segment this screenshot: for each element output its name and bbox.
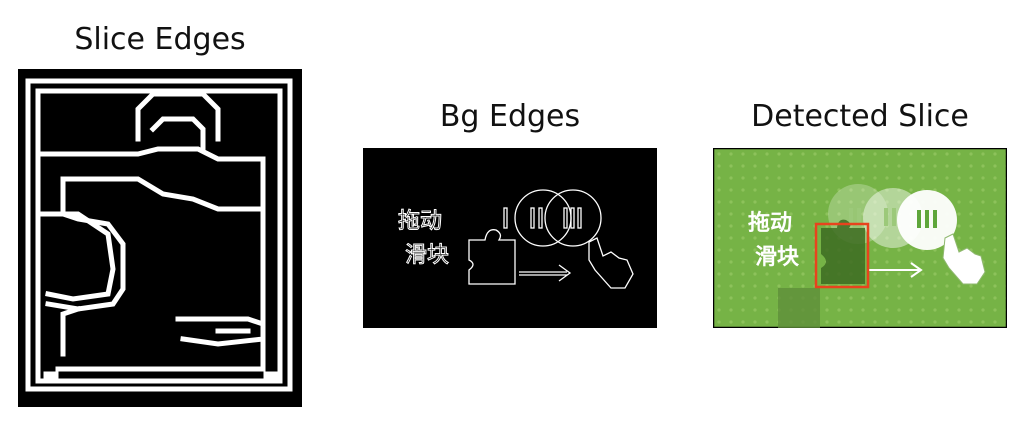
detected-caption-line2: 滑块: [755, 245, 800, 270]
bg-edges-caption-line2: 滑块: [405, 243, 449, 268]
detected-slice-image: 拖动 滑块: [713, 148, 1007, 328]
bg-edges-caption-line1: 拖动: [398, 209, 442, 234]
detection-box: [814, 222, 870, 289]
panel-title-slice-edges: Slice Edges: [74, 22, 246, 57]
panel-title-bg-edges: Bg Edges: [439, 99, 581, 134]
detected-caption-line1: 拖动: [748, 210, 792, 236]
slice-edges-image: [18, 69, 302, 407]
panel-title-detected-slice: Detected Slice: [751, 99, 969, 134]
bg-edges-image: 拖动 滑块: [363, 148, 657, 328]
